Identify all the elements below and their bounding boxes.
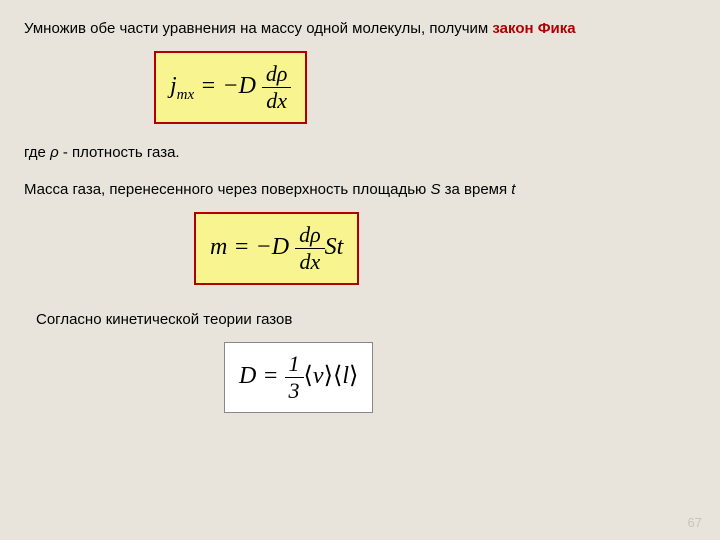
f3-l: l xyxy=(342,363,349,389)
f2-den: dx xyxy=(295,249,325,275)
f1-j: j xyxy=(170,73,177,99)
page-number: 67 xyxy=(688,515,702,530)
f2-tail: St xyxy=(325,234,344,260)
mass-prefix: Масса газа, перенесенного через поверхно… xyxy=(24,181,430,198)
mass-mid: за время xyxy=(440,181,511,198)
f2-num: dρ xyxy=(295,222,325,249)
f3-D: D xyxy=(239,363,256,389)
rho-definition: где ρ - плотность газа. xyxy=(24,142,696,163)
f3-eq: = xyxy=(256,363,284,389)
f1-sub: mx xyxy=(177,87,195,103)
f2-eq: = − xyxy=(227,234,271,260)
f2-m: m xyxy=(210,234,227,260)
where-text: где xyxy=(24,144,50,161)
f1-frac: dρ dx xyxy=(262,61,292,114)
f3-num: 1 xyxy=(285,351,304,378)
f3-rb1: ⟩ xyxy=(324,363,333,389)
formula3-box: D = 1 3 ⟨v⟩⟨l⟩ xyxy=(224,342,373,413)
f3-rb2: ⟩ xyxy=(349,363,358,389)
mass-transfer-line: Масса газа, перенесенного через поверхно… xyxy=(24,179,696,200)
formula1-wrapper: jmx = −D dρ dx xyxy=(154,51,696,124)
f1-den: dx xyxy=(262,88,292,114)
f1-D: D xyxy=(239,73,256,99)
f3-lb2: ⟨ xyxy=(333,363,342,389)
f1-eq: = − xyxy=(194,73,238,99)
formula2-box: m = −D dρ dx St xyxy=(194,212,359,285)
f2-frac: dρ dx xyxy=(295,222,325,275)
intro-line: Умножив обе части уравнения на массу одн… xyxy=(24,18,696,39)
intro-text: Умножив обе части уравнения на массу одн… xyxy=(24,20,492,37)
density-text: - плотность газа. xyxy=(59,144,180,161)
fick-law-label: закон Фика xyxy=(492,20,575,37)
rho-symbol: ρ xyxy=(50,144,59,161)
f3-lb1: ⟨ xyxy=(304,363,313,389)
formula3-wrapper: D = 1 3 ⟨v⟩⟨l⟩ xyxy=(224,342,696,413)
formula1-box: jmx = −D dρ dx xyxy=(154,51,307,124)
f2-D: D xyxy=(272,234,289,260)
formula2-wrapper: m = −D dρ dx St xyxy=(194,212,696,285)
S-var: S xyxy=(430,181,440,198)
f3-frac: 1 3 xyxy=(285,351,304,404)
f1-num: dρ xyxy=(262,61,292,88)
kinetic-theory-line: Согласно кинетической теории газов xyxy=(36,309,696,330)
f3-den: 3 xyxy=(285,378,304,404)
t-var: t xyxy=(511,181,515,198)
f3-v: v xyxy=(313,363,324,389)
kinetic-text: Согласно кинетической теории газов xyxy=(36,311,292,328)
